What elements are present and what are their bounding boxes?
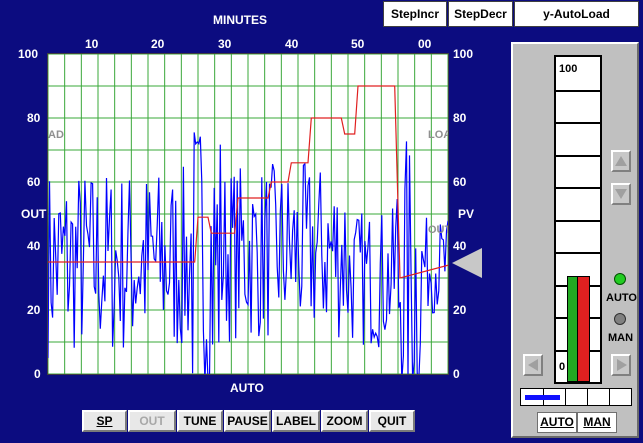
bargraph-bottom-label: 0: [559, 361, 566, 373]
left-tick: 80: [27, 111, 41, 125]
bottom-mode-label: AUTO: [230, 381, 264, 395]
down-arrow-icon: [615, 189, 627, 199]
left-axis-label: OUT: [21, 207, 47, 221]
auto-indicator-label: AUTO: [606, 292, 637, 304]
sp-trace: [48, 85, 448, 279]
bargraph-tick: [556, 252, 600, 254]
bargraph-tick: [556, 154, 600, 157]
left-tick: 0: [34, 367, 41, 381]
up-arrow-icon: [615, 156, 627, 166]
output-bar-cell-divider: [565, 389, 566, 405]
top-tick: 50: [351, 37, 365, 51]
increase-output-button[interactable]: [611, 354, 631, 376]
out-button[interactable]: OUT: [128, 410, 176, 432]
decrease-button[interactable]: [611, 183, 631, 205]
top-axis-title: MINUTES: [213, 13, 267, 27]
left-tick: 60: [27, 175, 41, 189]
top-tick: 40: [285, 37, 299, 51]
top-tick: 30: [218, 37, 232, 51]
output-bar: [520, 388, 632, 406]
label-button[interactable]: LABEL: [272, 410, 320, 432]
right-tick: 0: [453, 367, 460, 381]
top-tick: 10: [85, 37, 99, 51]
pause-button[interactable]: PAUSE: [224, 410, 271, 432]
left-arrow-icon: [528, 359, 538, 371]
man-indicator-label: MAN: [608, 332, 634, 344]
ghost-left-label: AD: [48, 129, 64, 141]
output-bar-cell-divider: [609, 389, 610, 405]
bargraph-tick: [556, 187, 600, 189]
top-tick: 00: [418, 37, 432, 51]
left-tick: 40: [27, 239, 41, 253]
auto-button[interactable]: AUTO: [537, 412, 577, 433]
bargraph: 100 0: [554, 55, 602, 384]
y-autoload-button[interactable]: y-AutoLoad: [514, 1, 639, 27]
left-tick: 20: [27, 303, 41, 317]
step-incr-button[interactable]: StepIncr: [383, 1, 447, 27]
right-tick: 100: [453, 47, 474, 61]
increase-button[interactable]: [611, 150, 631, 172]
output-fill: [525, 395, 561, 400]
quit-button[interactable]: QUIT: [369, 410, 415, 432]
bargraph-tick: [556, 89, 600, 92]
bargraph-top-label: 100: [559, 63, 578, 75]
man-button[interactable]: MAN: [577, 412, 617, 433]
ghost-right-label-2: OUT: [428, 224, 449, 236]
setpoint-pointer: [452, 248, 482, 278]
right-tick: 20: [453, 303, 467, 317]
step-decr-button[interactable]: StepDecr: [448, 1, 513, 27]
sp-level-bar: [577, 276, 590, 382]
tune-button[interactable]: TUNE: [177, 410, 223, 432]
top-tick: 20: [151, 37, 165, 51]
right-arrow-icon: [617, 359, 627, 371]
right-tick: 60: [453, 175, 467, 189]
right-tick: 80: [453, 111, 467, 125]
bargraph-tick: [556, 122, 600, 124]
output-bar-cell-divider: [587, 389, 588, 405]
pv-trace: [48, 132, 448, 374]
controller-faceplate: 100 0 AUTO MAN AUTO MAN: [511, 42, 639, 438]
bargraph-tick: [556, 219, 600, 222]
auto-led: [614, 273, 626, 285]
ghost-right-label: LOA: [428, 129, 449, 141]
zoom-button[interactable]: ZOOM: [321, 410, 368, 432]
left-tick: 100: [18, 47, 39, 61]
trend-chart[interactable]: AD LOA OUT: [47, 53, 449, 375]
right-axis-label: PV: [458, 207, 475, 221]
man-led: [614, 313, 626, 325]
decrease-output-button[interactable]: [523, 354, 543, 376]
sp-button[interactable]: SP: [82, 410, 127, 432]
